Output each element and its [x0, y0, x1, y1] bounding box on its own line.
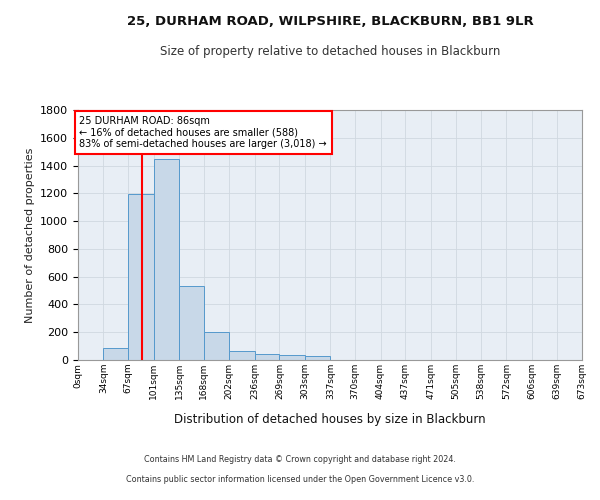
- Text: Contains public sector information licensed under the Open Government Licence v3: Contains public sector information licen…: [126, 475, 474, 484]
- Bar: [305, 356, 331, 360]
- Text: 25 DURHAM ROAD: 86sqm
← 16% of detached houses are smaller (588)
83% of semi-det: 25 DURHAM ROAD: 86sqm ← 16% of detached …: [79, 116, 327, 149]
- Bar: [179, 286, 204, 360]
- Bar: [255, 354, 280, 360]
- Bar: [103, 348, 128, 360]
- Text: 25, DURHAM ROAD, WILPSHIRE, BLACKBURN, BB1 9LR: 25, DURHAM ROAD, WILPSHIRE, BLACKBURN, B…: [127, 15, 533, 28]
- Text: Contains HM Land Registry data © Crown copyright and database right 2024.: Contains HM Land Registry data © Crown c…: [144, 455, 456, 464]
- Bar: [128, 194, 154, 360]
- Y-axis label: Number of detached properties: Number of detached properties: [25, 148, 35, 322]
- Bar: [280, 355, 305, 360]
- Bar: [229, 351, 255, 360]
- Text: Distribution of detached houses by size in Blackburn: Distribution of detached houses by size …: [174, 412, 486, 426]
- Text: Size of property relative to detached houses in Blackburn: Size of property relative to detached ho…: [160, 45, 500, 58]
- Bar: [204, 332, 229, 360]
- Bar: [154, 158, 179, 360]
